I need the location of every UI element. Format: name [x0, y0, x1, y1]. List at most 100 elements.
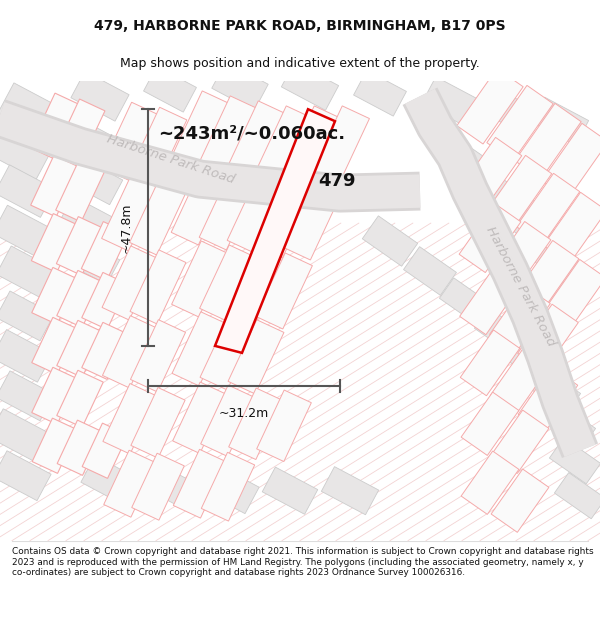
Polygon shape: [173, 449, 227, 518]
Polygon shape: [132, 453, 184, 520]
Polygon shape: [281, 62, 338, 110]
Polygon shape: [439, 278, 491, 324]
Polygon shape: [509, 208, 560, 254]
Text: Map shows position and indicative extent of the property.: Map shows position and indicative extent…: [120, 57, 480, 70]
Polygon shape: [57, 321, 103, 378]
Polygon shape: [362, 216, 418, 266]
Polygon shape: [229, 388, 283, 459]
Polygon shape: [130, 179, 187, 255]
Polygon shape: [61, 116, 119, 166]
Polygon shape: [0, 83, 62, 139]
Polygon shape: [170, 91, 229, 171]
Polygon shape: [32, 418, 78, 473]
Polygon shape: [459, 204, 521, 272]
Polygon shape: [199, 172, 257, 250]
Polygon shape: [516, 173, 580, 245]
Polygon shape: [460, 330, 520, 396]
Polygon shape: [173, 382, 227, 454]
Polygon shape: [535, 273, 586, 319]
Polygon shape: [517, 241, 579, 309]
Polygon shape: [82, 222, 128, 281]
Polygon shape: [529, 238, 581, 284]
Polygon shape: [0, 246, 60, 300]
Polygon shape: [0, 451, 51, 501]
Polygon shape: [554, 472, 600, 519]
Polygon shape: [56, 160, 104, 222]
Text: 479: 479: [318, 172, 355, 190]
Polygon shape: [57, 420, 103, 476]
Polygon shape: [82, 322, 128, 379]
Polygon shape: [32, 368, 78, 424]
Text: 479, HARBORNE PARK ROAD, BIRMINGHAM, B17 0PS: 479, HARBORNE PARK ROAD, BIRMINGHAM, B17…: [94, 19, 506, 33]
Polygon shape: [82, 423, 128, 478]
Polygon shape: [142, 462, 198, 509]
Polygon shape: [129, 107, 187, 185]
Polygon shape: [212, 62, 268, 111]
Polygon shape: [56, 217, 104, 276]
Polygon shape: [283, 106, 341, 186]
Polygon shape: [31, 155, 79, 217]
Polygon shape: [199, 96, 257, 176]
Polygon shape: [101, 102, 159, 180]
Polygon shape: [130, 319, 185, 392]
Polygon shape: [452, 146, 508, 196]
Polygon shape: [283, 182, 341, 260]
Polygon shape: [518, 304, 578, 372]
Polygon shape: [532, 97, 589, 145]
Text: ~31.2m: ~31.2m: [219, 408, 269, 420]
Polygon shape: [487, 86, 553, 161]
Polygon shape: [101, 175, 158, 251]
Text: Contains OS data © Crown copyright and database right 2021. This information is : Contains OS data © Crown copyright and d…: [12, 548, 593, 577]
Polygon shape: [104, 450, 156, 517]
Polygon shape: [227, 249, 284, 325]
Polygon shape: [57, 370, 103, 428]
Polygon shape: [255, 180, 313, 258]
Polygon shape: [461, 392, 519, 456]
Polygon shape: [262, 467, 318, 514]
Polygon shape: [0, 123, 52, 179]
Polygon shape: [543, 192, 600, 264]
Polygon shape: [491, 410, 549, 473]
Polygon shape: [81, 456, 139, 506]
Polygon shape: [254, 106, 313, 186]
Polygon shape: [475, 308, 526, 354]
Polygon shape: [544, 402, 596, 449]
Polygon shape: [422, 77, 478, 126]
Polygon shape: [544, 259, 600, 329]
Text: Harborne Park Road: Harborne Park Road: [105, 132, 236, 186]
Polygon shape: [490, 348, 550, 414]
Polygon shape: [489, 221, 551, 291]
Polygon shape: [353, 71, 406, 116]
Polygon shape: [0, 291, 54, 341]
Polygon shape: [0, 205, 52, 257]
Polygon shape: [0, 329, 52, 382]
Polygon shape: [64, 238, 120, 284]
Polygon shape: [227, 101, 286, 181]
Polygon shape: [0, 371, 54, 421]
Polygon shape: [488, 156, 552, 227]
Polygon shape: [490, 285, 550, 352]
Polygon shape: [200, 385, 256, 456]
Polygon shape: [71, 71, 129, 121]
Polygon shape: [200, 245, 256, 321]
Polygon shape: [172, 312, 228, 386]
Polygon shape: [542, 123, 600, 199]
Polygon shape: [200, 316, 256, 390]
Polygon shape: [55, 99, 105, 163]
Polygon shape: [172, 241, 229, 317]
Polygon shape: [31, 214, 79, 272]
Polygon shape: [257, 390, 311, 461]
Polygon shape: [59, 196, 117, 246]
Polygon shape: [130, 250, 186, 324]
Polygon shape: [505, 338, 556, 384]
Polygon shape: [529, 368, 581, 414]
Text: ~243m²/~0.060ac.: ~243m²/~0.060ac.: [158, 124, 345, 142]
Polygon shape: [0, 409, 52, 462]
Polygon shape: [82, 272, 128, 329]
Polygon shape: [57, 271, 103, 328]
Polygon shape: [32, 318, 78, 374]
Polygon shape: [215, 109, 335, 353]
Polygon shape: [103, 316, 158, 388]
Polygon shape: [515, 103, 581, 179]
Polygon shape: [457, 68, 523, 144]
